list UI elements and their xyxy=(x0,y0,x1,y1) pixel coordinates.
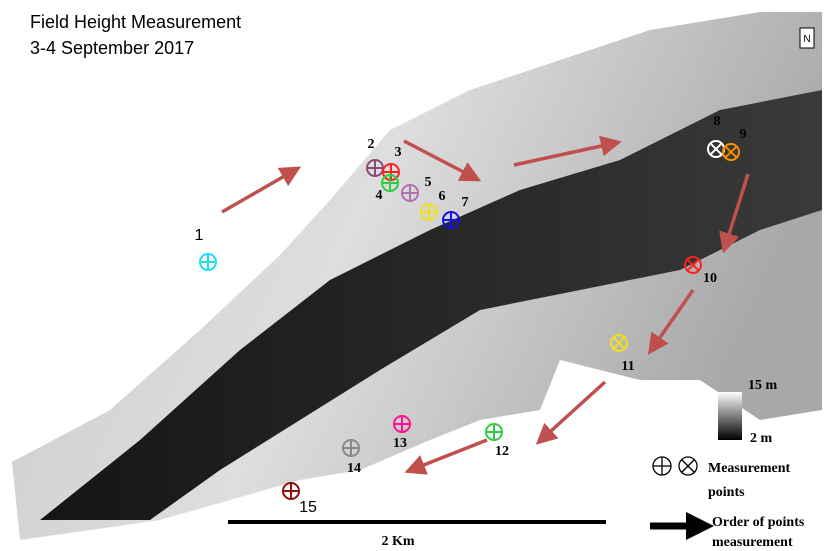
point-label: 1 xyxy=(195,227,204,244)
point-label: 14 xyxy=(347,461,361,476)
north-label: N xyxy=(803,34,810,45)
point-label: 8 xyxy=(714,114,721,129)
subtitle: 3-4 September 2017 xyxy=(30,38,194,58)
title: Field Height Measurement xyxy=(30,12,241,32)
point-label: 13 xyxy=(393,436,407,451)
point-label: 12 xyxy=(495,444,509,459)
point-label: 7 xyxy=(462,195,469,210)
legend-points: points xyxy=(708,485,745,500)
point-marker xyxy=(421,204,437,220)
point-marker xyxy=(402,185,418,201)
point-marker xyxy=(200,254,216,270)
legend-low: 2 m xyxy=(750,431,773,446)
map: Field Height Measurement 3-4 September 2… xyxy=(0,0,827,551)
point-label: 3 xyxy=(395,145,402,160)
point-label: 10 xyxy=(703,271,717,286)
point-marker xyxy=(343,440,359,456)
point-label: 4 xyxy=(376,188,383,203)
legend-points: Measurement xyxy=(708,461,790,476)
legend-symbols xyxy=(653,457,697,475)
point-marker xyxy=(443,212,459,228)
point-marker xyxy=(394,416,410,432)
point-label: 15 xyxy=(299,499,317,516)
point-marker xyxy=(486,424,502,440)
point-label: 9 xyxy=(740,127,747,142)
scale-label: 2 Km xyxy=(381,534,414,549)
legend-high: 15 m xyxy=(748,378,778,393)
point-marker xyxy=(367,160,383,176)
legend-order: Order of points xyxy=(712,515,805,530)
point-marker xyxy=(382,175,398,191)
point-label: 11 xyxy=(621,359,634,374)
legend-order: measurement xyxy=(712,535,793,550)
point-label: 2 xyxy=(368,137,375,152)
point-label: 5 xyxy=(425,175,432,190)
height-scale xyxy=(718,392,742,440)
point-marker xyxy=(283,483,299,499)
point-label: 6 xyxy=(439,189,446,204)
